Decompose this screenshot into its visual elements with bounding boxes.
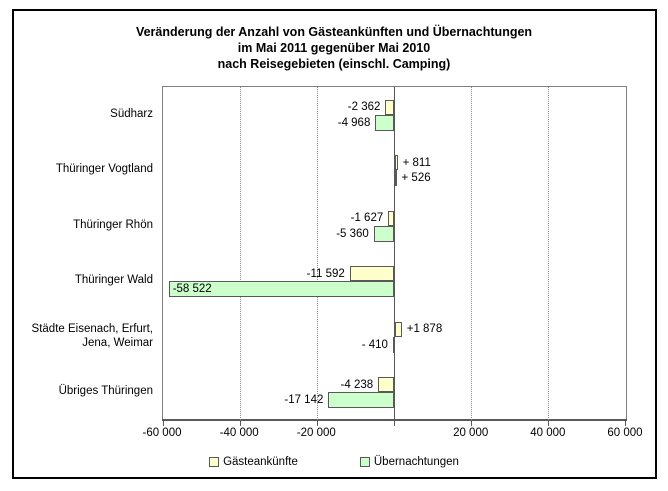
- bar-value-label: - 410: [361, 338, 388, 351]
- x-tick-label: 20 000: [453, 427, 489, 439]
- bar-uebernachtungen-0: [375, 114, 395, 131]
- bar-uebernachtungen-1: [394, 170, 397, 187]
- category-label-line: Thüringer Vogtland: [55, 163, 153, 176]
- gridline: [471, 87, 473, 420]
- bar-gaesteankuenfte-5: [378, 377, 395, 393]
- legend-item-gaesteankuenfte: Gästeankünfte: [209, 456, 298, 468]
- bar-uebernachtungen-4: [392, 336, 395, 353]
- category-label: Thüringer Wald: [0, 273, 153, 287]
- uebernachtungen-swatch-icon: [359, 457, 370, 467]
- bar-value-label: +1 878: [406, 323, 443, 336]
- category-label-line: Übriges Thüringen: [58, 385, 153, 398]
- chart-title: Veränderung der Anzahl von Gästeankünfte…: [0, 24, 668, 72]
- legend-label-gaesteankuenfte: Gästeankünfte: [223, 456, 298, 468]
- gridline: [548, 87, 550, 420]
- gaesteankuenfte-swatch-icon: [209, 457, 220, 467]
- gridline: [316, 87, 318, 420]
- zero-axis-line: [394, 87, 395, 420]
- axis-tick: [316, 421, 318, 426]
- x-tick-label: 40 000: [530, 427, 566, 439]
- axis-tick: [163, 421, 164, 426]
- bar-uebernachtungen-2: [373, 225, 395, 242]
- bar-gaesteankuenfte-1: [394, 155, 398, 171]
- category-label: Übriges Thüringen: [0, 384, 153, 398]
- axis-tick: [471, 421, 473, 426]
- x-tick-label: -60 000: [142, 427, 182, 439]
- category-label: Thüringer Vogtland: [0, 162, 153, 176]
- bar-value-label: -58 522: [172, 283, 212, 296]
- bar-value-label: -1 627: [350, 212, 384, 225]
- bar-value-label: -4 238: [340, 378, 374, 391]
- bar-uebernachtungen-5: [328, 392, 395, 409]
- category-label: Städte Eisenach, Erfurt, Jena, Weimar: [0, 322, 153, 350]
- bar-uebernachtungen-3: [168, 281, 395, 298]
- bar-value-label: -5 360: [336, 227, 369, 240]
- bar-value-label: -2 362: [347, 101, 381, 114]
- category-label-line: Jena, Weimar: [82, 336, 153, 349]
- axis-tick: [625, 421, 626, 426]
- bar-value-label: + 811: [402, 156, 431, 169]
- x-tick-label: -20 000: [296, 427, 336, 439]
- axis-tick: [548, 421, 550, 426]
- legend: Gästeankünfte Übernachtungen: [0, 456, 668, 468]
- bar-gaesteankuenfte-0: [385, 99, 395, 115]
- category-label-line: Thüringer Rhön: [73, 218, 153, 231]
- bar-gaesteankuenfte-2: [388, 210, 395, 226]
- x-axis-tick-labels: -60 000 -40 000 -20 000 20 000 40 000 60 000: [142, 427, 642, 443]
- category-label-line: Thüringer Wald: [74, 274, 153, 287]
- category-label-line: Südharz: [110, 107, 153, 120]
- chart-title-line-1: Veränderung der Anzahl von Gästeankünfte…: [135, 25, 533, 39]
- chart-title-line-3: nach Reisegebieten (einschl. Camping): [217, 57, 451, 71]
- bar-gaesteankuenfte-4: [394, 321, 402, 337]
- axis-tick: [394, 421, 395, 426]
- legend-item-uebernachtungen: Übernachtungen: [359, 456, 459, 468]
- x-tick-label: -40 000: [219, 427, 259, 439]
- category-label: Südharz: [0, 107, 153, 121]
- chart-title-line-2: im Mai 2011 gegenüber Mai 2010: [237, 41, 431, 55]
- bar-value-label: + 526: [401, 172, 431, 185]
- category-label-line: Städte Eisenach, Erfurt,: [31, 322, 153, 335]
- legend-label-uebernachtungen: Übernachtungen: [373, 456, 459, 468]
- bar-value-label: -4 968: [337, 116, 371, 129]
- bar-gaesteankuenfte-3: [349, 266, 395, 282]
- gridline: [239, 87, 241, 420]
- plot-area: -2 362 -4 968 + 811 + 526 -1 627 -5 360 -11 59…: [162, 86, 627, 426]
- axis-tick: [239, 421, 241, 426]
- category-label: Thüringer Rhön: [0, 218, 153, 232]
- x-axis-line: [162, 419, 627, 421]
- bar-value-label: -11 592: [306, 267, 345, 280]
- bar-value-label: -17 142: [284, 394, 324, 407]
- x-tick-label: 60 000: [607, 427, 643, 439]
- category-axis-labels: Südharz Thüringer Vogtland Thüringer Rhön T…: [0, 86, 153, 421]
